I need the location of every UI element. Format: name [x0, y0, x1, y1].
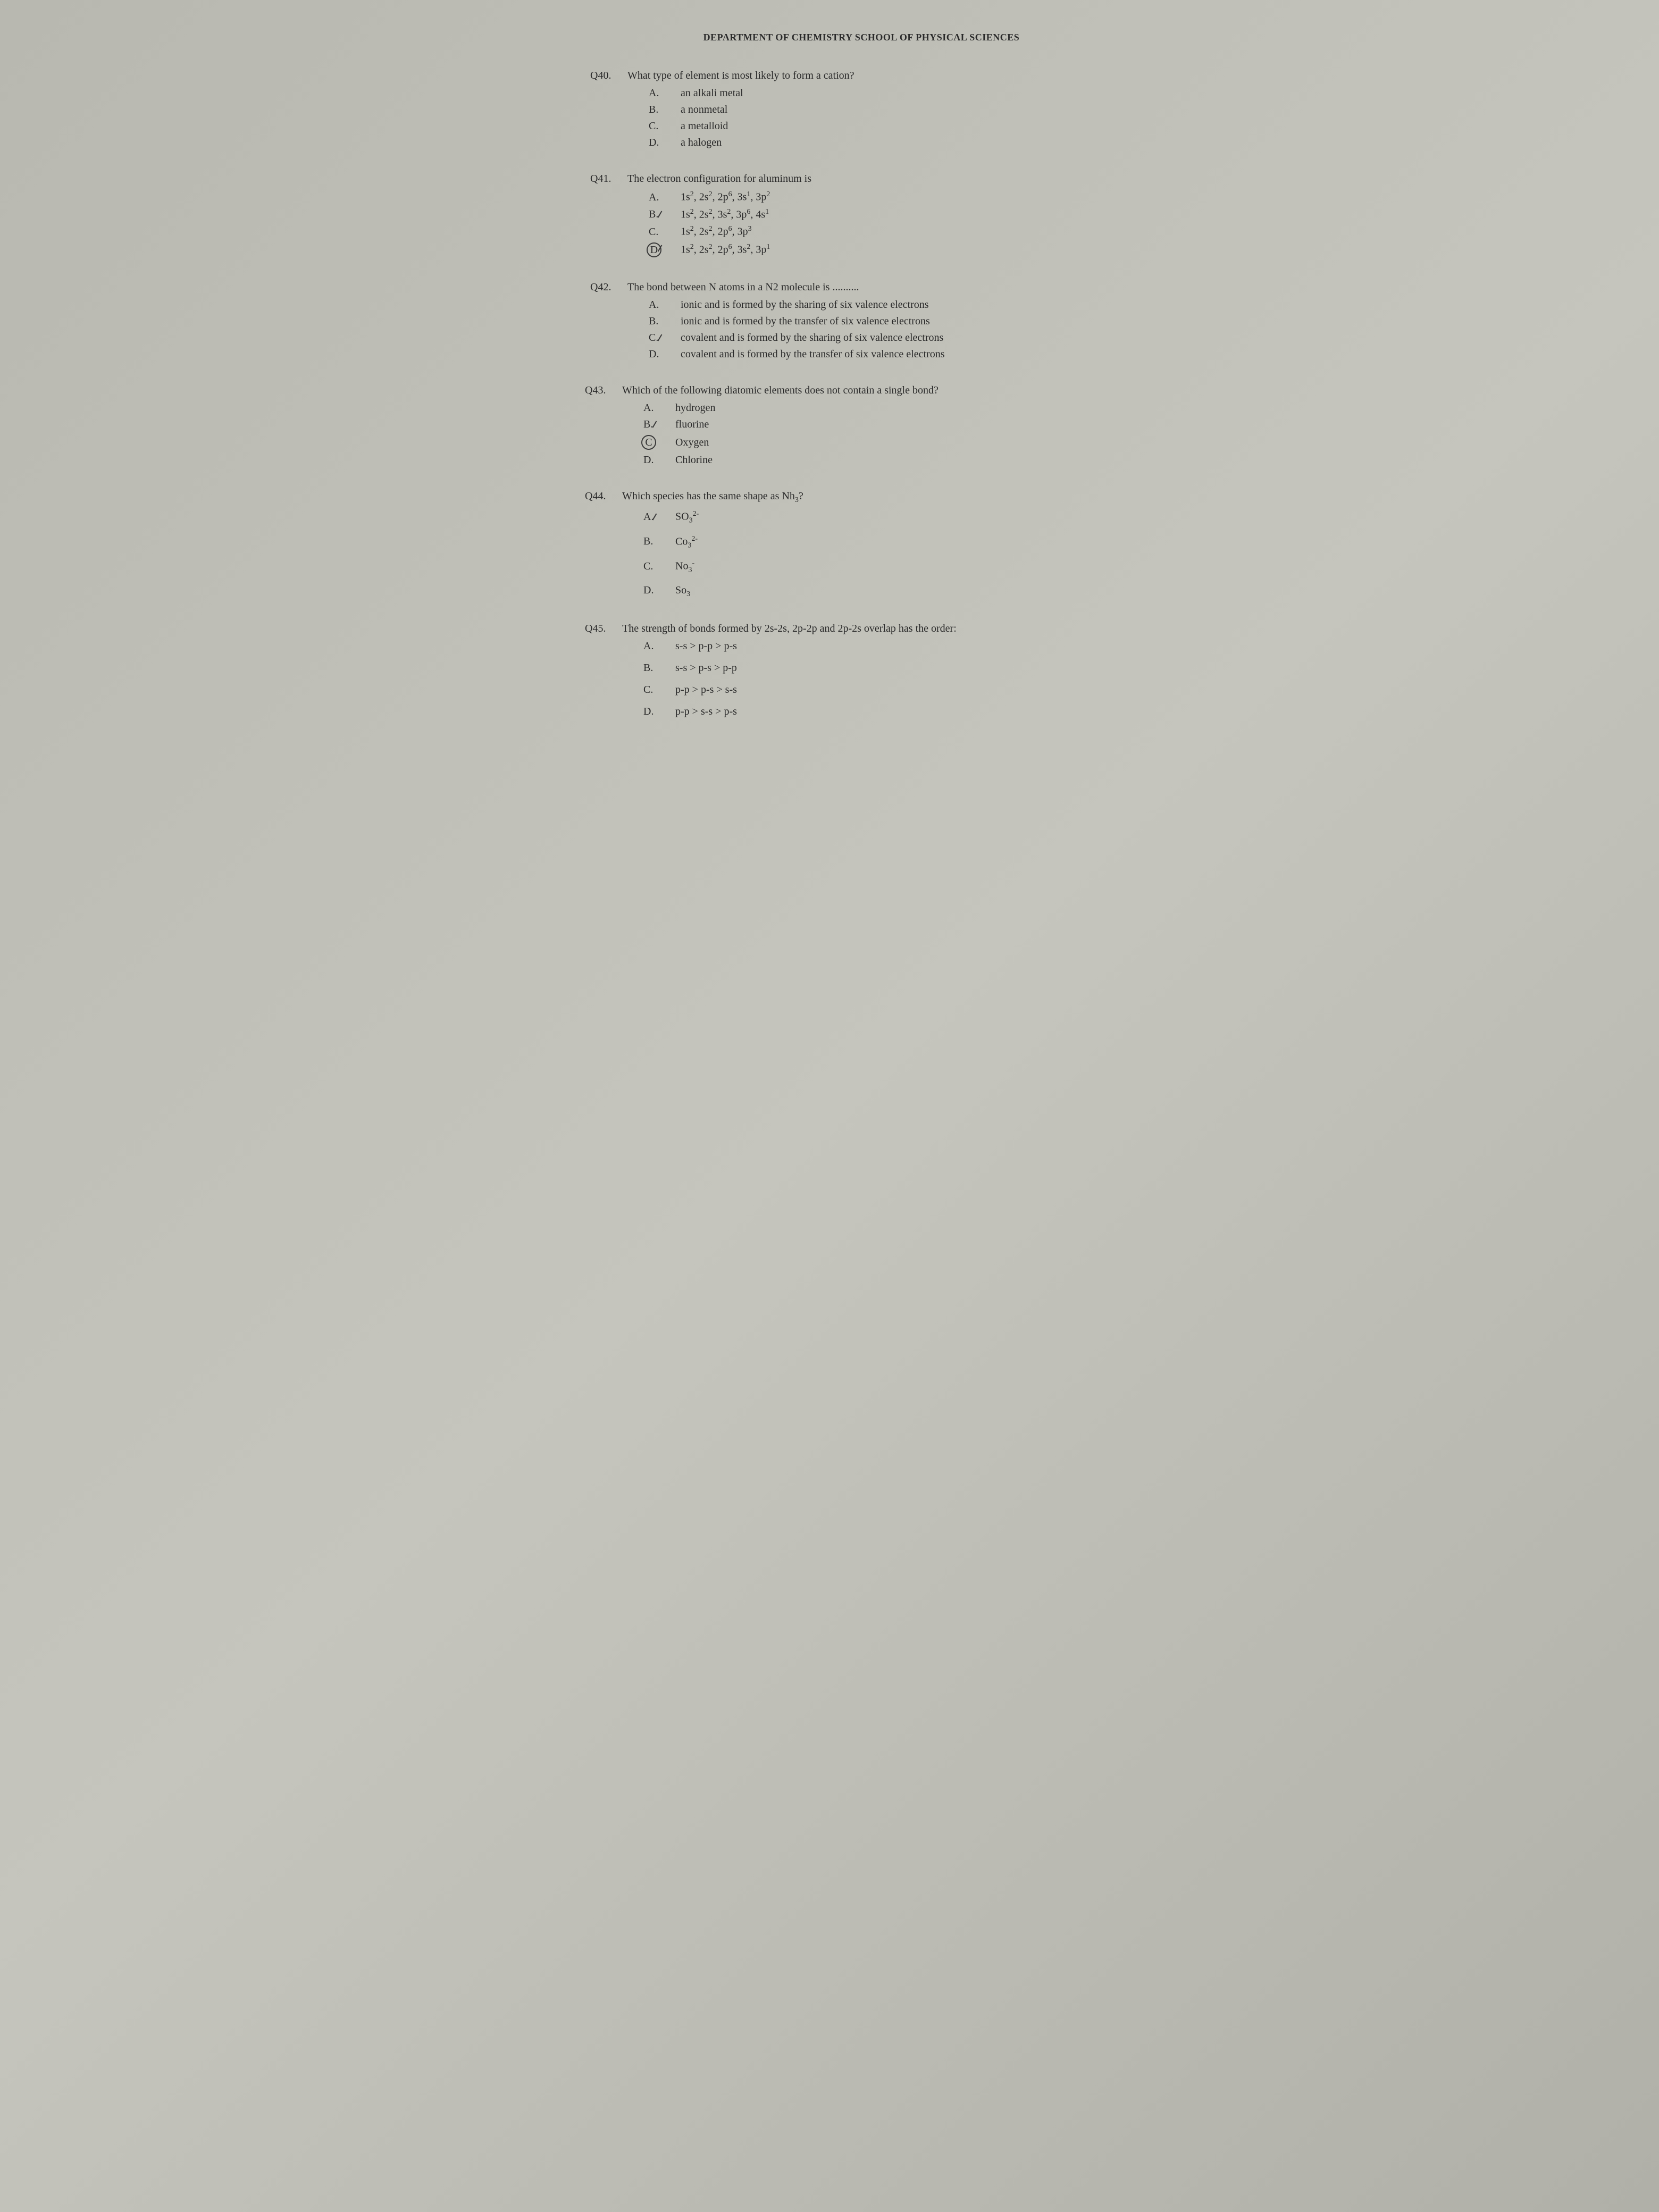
option-b: B.a nonmetal [649, 104, 1074, 116]
option-c: C.1s2, 2s2, 2p6, 3p3 [649, 225, 1074, 238]
option-letter: B. [649, 104, 681, 116]
question-number: Q45. [585, 623, 622, 635]
option-text: an alkali metal [681, 87, 1074, 99]
option-text: 1s2, 2s2, 2p6, 3p3 [681, 225, 1074, 238]
option-a: A.hydrogen [643, 402, 1074, 414]
option-d: D.Chlorine [643, 454, 1074, 466]
option-text: 1s2, 2s2, 3s2, 3p6, 4s1 [681, 208, 1074, 221]
question-42: Q42. The bond between N atoms in a N2 mo… [585, 281, 1074, 361]
option-letter: C. [649, 226, 681, 238]
option-text: s-s > p-p > p-s [675, 640, 1074, 652]
question-number: Q41. [585, 173, 627, 185]
exam-page: DEPARTMENT OF CHEMISTRY SCHOOL OF PHYSIC… [585, 32, 1074, 718]
option-letter: D. [643, 706, 675, 718]
option-letter: A. [649, 191, 681, 204]
option-text: p-p > s-s > p-s [675, 706, 1074, 718]
option-letter: C. [649, 120, 681, 132]
option-letter: B. [649, 208, 681, 221]
option-a: A.an alkali metal [649, 87, 1074, 99]
option-c: C.covalent and is formed by the sharing … [649, 332, 1074, 344]
option-d: D.a halogen [649, 137, 1074, 149]
option-letter: D [649, 242, 681, 257]
question-text: Which species has the same shape as Nh3? [622, 490, 1074, 505]
option-letter: A. [649, 299, 681, 311]
question-number: Q43. [585, 384, 622, 397]
option-letter: C. [643, 560, 675, 573]
option-letter: A. [643, 402, 675, 414]
question-text: The strength of bonds formed by 2s-2s, 2… [622, 623, 1074, 635]
option-letter: B. [643, 535, 675, 548]
option-d: D.So3 [643, 584, 1074, 599]
option-b: B.1s2, 2s2, 3s2, 3p6, 4s1 [649, 208, 1074, 221]
option-letter: D. [649, 348, 681, 361]
options-list: A.an alkali metal B.a nonmetal C.a metal… [649, 87, 1074, 149]
option-text: 1s2, 2s2, 2p6, 3s1, 3p2 [681, 190, 1074, 204]
option-c: C.p-p > p-s > s-s [643, 684, 1074, 696]
option-text: 1s2, 2s2, 2p6, 3s2, 3p1 [681, 243, 1074, 256]
option-d: D1s2, 2s2, 2p6, 3s2, 3p1 [649, 242, 1074, 257]
question-45: Q45. The strength of bonds formed by 2s-… [585, 623, 1074, 718]
option-text: Chlorine [675, 454, 1074, 466]
option-text: s-s > p-s > p-p [675, 662, 1074, 674]
option-b: B.s-s > p-s > p-p [643, 662, 1074, 674]
options-list: A.SO32- B.Co32- C.No3- D.So3 [643, 510, 1074, 599]
option-letter: B. [649, 315, 681, 328]
option-text: covalent and is formed by the sharing of… [681, 332, 1074, 344]
question-40: Q40. What type of element is most likely… [585, 70, 1074, 149]
option-letter: C. [649, 332, 681, 344]
option-text: fluorine [675, 418, 1074, 431]
question-text: The bond between N atoms in a N2 molecul… [627, 281, 1074, 294]
option-letter: C [643, 435, 675, 450]
option-text: Co32- [675, 535, 1074, 550]
option-text: SO32- [675, 510, 1074, 525]
option-text: a metalloid [681, 120, 1074, 132]
option-a: A.ionic and is formed by the sharing of … [649, 299, 1074, 311]
option-text: covalent and is formed by the transfer o… [681, 348, 1074, 361]
option-c: COxygen [643, 435, 1074, 450]
option-b: B.ionic and is formed by the transfer of… [649, 315, 1074, 328]
option-text: a nonmetal [681, 104, 1074, 116]
options-list: A.ionic and is formed by the sharing of … [649, 299, 1074, 361]
options-list: A.1s2, 2s2, 2p6, 3s1, 3p2 B.1s2, 2s2, 3s… [649, 190, 1074, 257]
option-a: A.s-s > p-p > p-s [643, 640, 1074, 652]
question-text: Which of the following diatomic elements… [622, 384, 1074, 397]
page-header: DEPARTMENT OF CHEMISTRY SCHOOL OF PHYSIC… [585, 32, 1074, 43]
option-c: C.No3- [643, 559, 1074, 575]
option-letter: A. [643, 640, 675, 652]
option-c: C.a metalloid [649, 120, 1074, 132]
option-text: p-p > p-s > s-s [675, 684, 1074, 696]
option-letter: D. [649, 137, 681, 149]
option-text: a halogen [681, 137, 1074, 149]
option-text: So3 [675, 584, 1074, 599]
option-d: D.covalent and is formed by the transfer… [649, 348, 1074, 361]
question-43: Q43. Which of the following diatomic ele… [585, 384, 1074, 466]
option-letter: D. [643, 584, 675, 597]
option-a: A.SO32- [643, 510, 1074, 525]
question-number: Q40. [585, 70, 627, 82]
question-text: What type of element is most likely to f… [627, 70, 1074, 82]
option-d: D.p-p > s-s > p-s [643, 706, 1074, 718]
option-b: B.fluorine [643, 418, 1074, 431]
question-text: The electron configuration for aluminum … [627, 173, 1074, 185]
options-list: A.s-s > p-p > p-s B.s-s > p-s > p-p C.p-… [643, 640, 1074, 718]
option-letter: A. [649, 87, 681, 99]
question-number: Q42. [585, 281, 627, 294]
question-41: Q41. The electron configuration for alum… [585, 173, 1074, 257]
option-letter: B. [643, 662, 675, 674]
option-letter: B. [643, 418, 675, 431]
option-text: Oxygen [675, 437, 1074, 449]
option-text: ionic and is formed by the sharing of si… [681, 299, 1074, 311]
question-number: Q44. [585, 490, 622, 502]
option-text: ionic and is formed by the transfer of s… [681, 315, 1074, 328]
question-44: Q44. Which species has the same shape as… [585, 490, 1074, 599]
options-list: A.hydrogen B.fluorine COxygen D.Chlorine [643, 402, 1074, 466]
option-text: hydrogen [675, 402, 1074, 414]
option-a: A.1s2, 2s2, 2p6, 3s1, 3p2 [649, 190, 1074, 204]
option-letter: D. [643, 454, 675, 466]
option-text: No3- [675, 559, 1074, 575]
option-letter: A. [643, 511, 675, 523]
option-b: B.Co32- [643, 535, 1074, 550]
option-letter: C. [643, 684, 675, 696]
